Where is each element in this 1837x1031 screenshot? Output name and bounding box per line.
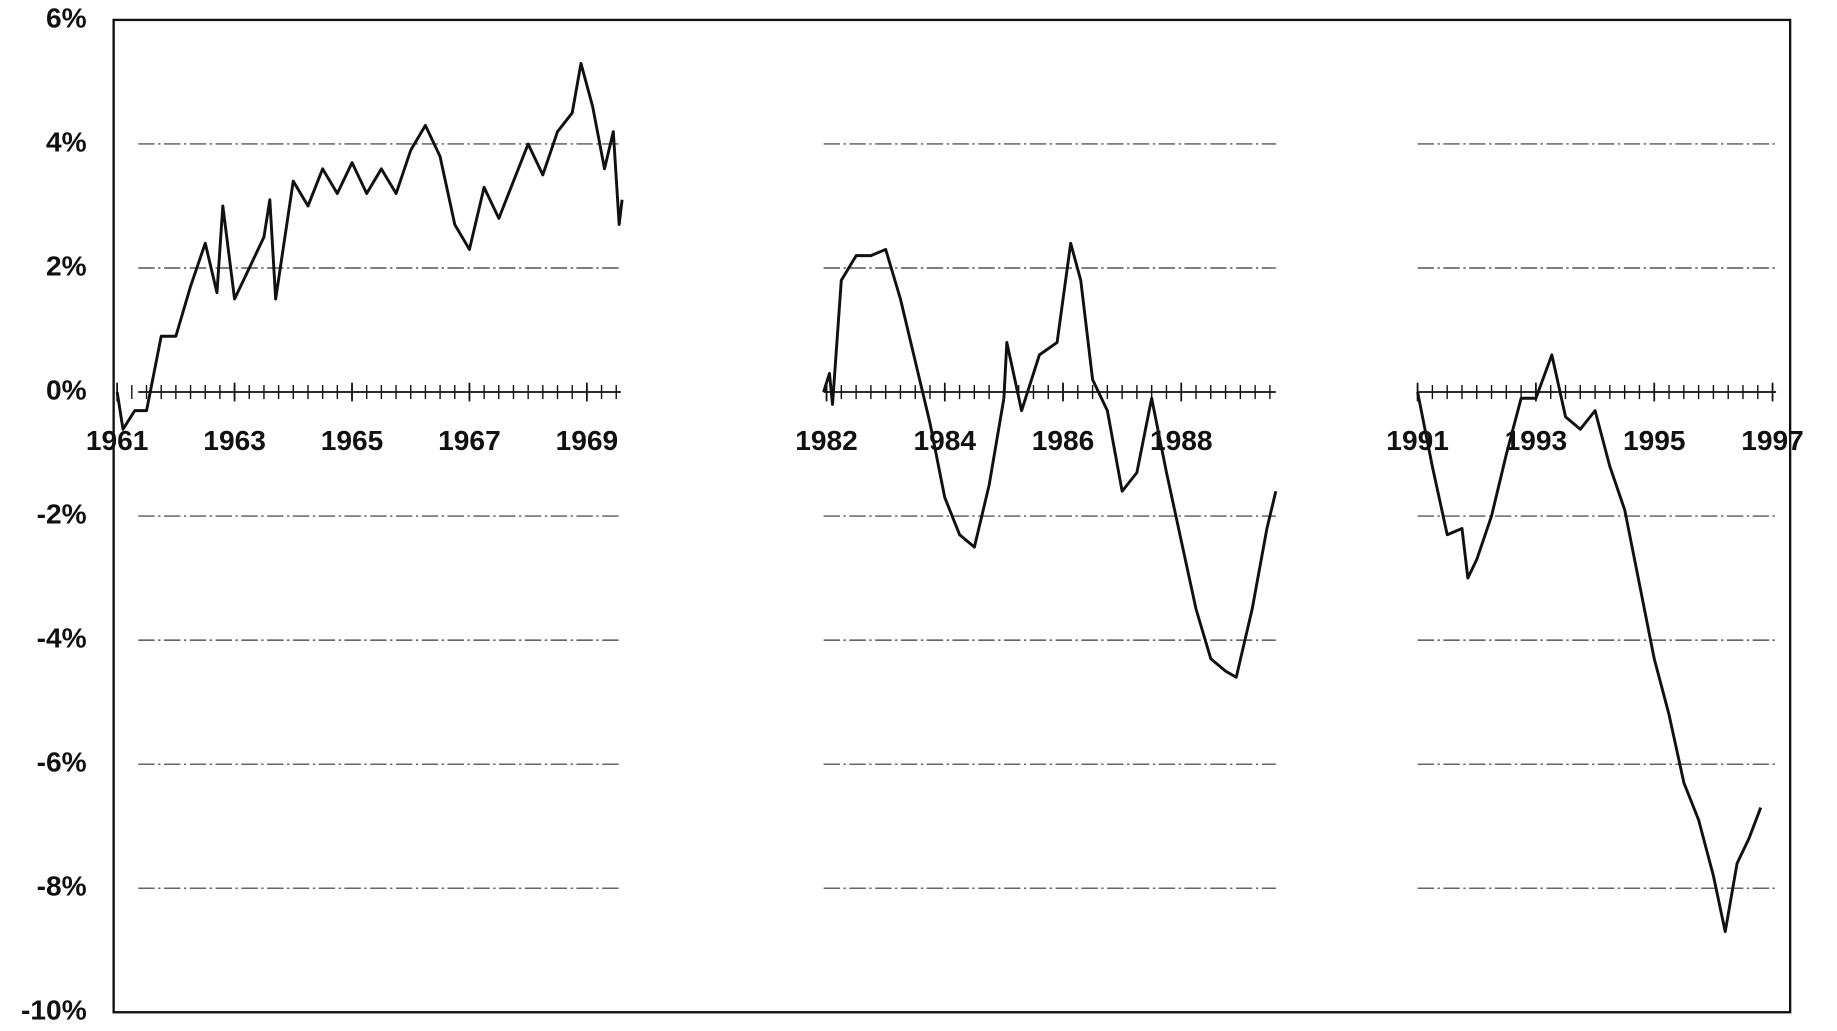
y-tick-label: -2% (37, 499, 87, 530)
y-tick-label: 4% (46, 126, 87, 157)
x-tick-label: 1961 (86, 425, 149, 456)
x-tick-label: 1969 (556, 425, 619, 456)
y-tick-label: -8% (37, 871, 87, 902)
y-tick-label: -10% (21, 995, 87, 1026)
y-tick-label: 2% (46, 250, 87, 281)
y-tick-label: -6% (37, 747, 87, 778)
x-tick-label: 1967 (438, 425, 501, 456)
x-tick-label: 1963 (203, 425, 266, 456)
plot-frame (112, 18, 1792, 1014)
series-line (115, 61, 624, 431)
series-line (822, 241, 1278, 679)
y-tick-label: 6% (46, 2, 87, 33)
y-tick-label: -4% (37, 623, 87, 654)
x-tick-label: 1991 (1386, 425, 1449, 456)
series-line (1416, 353, 1763, 934)
x-tick-label: 1986 (1032, 425, 1095, 456)
y-tick-label: 0% (46, 374, 87, 405)
x-tick-label: 1965 (321, 425, 384, 456)
x-tick-label: 1982 (795, 425, 858, 456)
x-tick-label: 1995 (1623, 425, 1686, 456)
x-tick-label: 1997 (1741, 425, 1804, 456)
x-tick-label: 1984 (914, 425, 977, 456)
x-tick-label: 1993 (1505, 425, 1568, 456)
